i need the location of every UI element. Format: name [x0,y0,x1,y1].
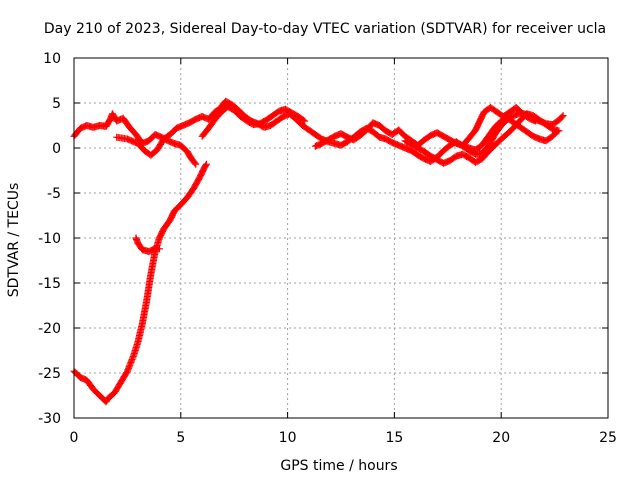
data-points [70,97,567,406]
y-tick-label: -5 [47,186,61,202]
y-tick-label: 10 [43,51,61,67]
y-tick-label: 0 [52,141,61,157]
series-arc1 [70,160,210,406]
series-arc7 [401,110,563,167]
x-tick-label: 15 [385,430,403,446]
chart-title: Day 210 of 2023, Sidereal Day-to-day VTE… [44,21,606,37]
series-arc5 [198,103,309,140]
x-tick-label: 5 [176,430,185,446]
series-arc2 [132,234,163,255]
axis-ticks: 0 5 10 15 20 25 10 5 0 -5 -10 -15 -20 -25 -30 [38,51,617,446]
data-point [558,113,566,121]
y-tick-label: -20 [38,321,61,337]
y-tick-label: -15 [38,276,61,292]
x-tick-label: 25 [599,430,617,446]
y-tick-label: 5 [52,96,61,112]
x-axis-label: GPS time / hours [280,458,397,474]
data-point [191,159,199,167]
plot-frame [73,57,609,419]
data-point [192,160,200,168]
y-tick-label: -30 [38,411,61,427]
series-arc8 [459,104,539,149]
data-point [155,245,163,253]
x-tick-label: 20 [492,430,510,446]
data-point [301,117,309,125]
data-point [559,112,567,120]
data-point [202,160,210,168]
y-tick-label: -10 [38,231,61,247]
series-arc3 [70,110,200,168]
data-point [202,161,210,169]
x-tick-label: 10 [279,430,297,446]
data-point [299,116,307,124]
x-tick-label: 0 [70,430,79,446]
data-point [555,127,563,135]
y-axis-label: SDTVAR / TECUs [6,183,22,298]
y-tick-label: -25 [38,366,61,382]
data-point [531,117,539,125]
